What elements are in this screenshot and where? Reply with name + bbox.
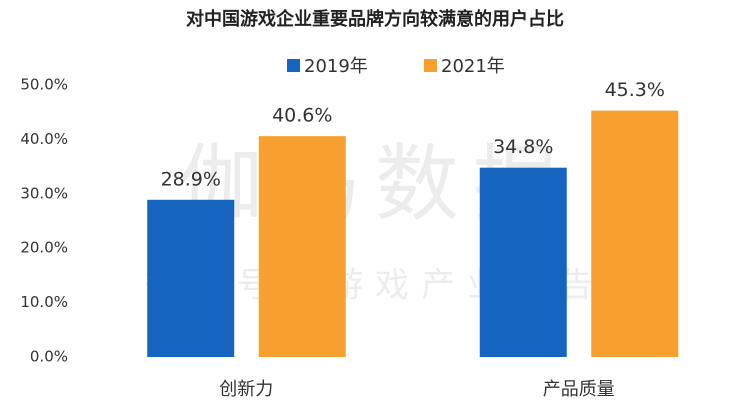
x-tick-label: 创新力	[219, 379, 273, 400]
y-tick-label: 10.0%	[20, 293, 68, 311]
value-label: 45.3%	[605, 79, 665, 101]
legend-label: 2021年	[441, 56, 505, 77]
y-tick-label: 30.0%	[20, 184, 68, 202]
y-tick-label: 50.0%	[20, 76, 68, 94]
bar	[258, 136, 346, 357]
value-label: 28.9%	[161, 168, 221, 190]
chart-title: 对中国游戏企业重要品牌方向较满意的用户占比	[186, 8, 564, 30]
y-tick-label: 40.0%	[20, 130, 68, 148]
bar	[147, 199, 235, 357]
bar	[479, 167, 567, 357]
bar	[591, 110, 679, 358]
value-label: 40.6%	[272, 105, 332, 127]
x-tick-label: 产品质量	[543, 379, 615, 400]
y-tick-label: 0.0%	[30, 348, 68, 366]
legend-swatch	[424, 59, 437, 72]
legend-swatch	[287, 59, 300, 72]
y-tick-label: 20.0%	[20, 239, 68, 257]
value-label: 34.8%	[493, 136, 553, 158]
legend-label: 2019年	[304, 56, 368, 77]
